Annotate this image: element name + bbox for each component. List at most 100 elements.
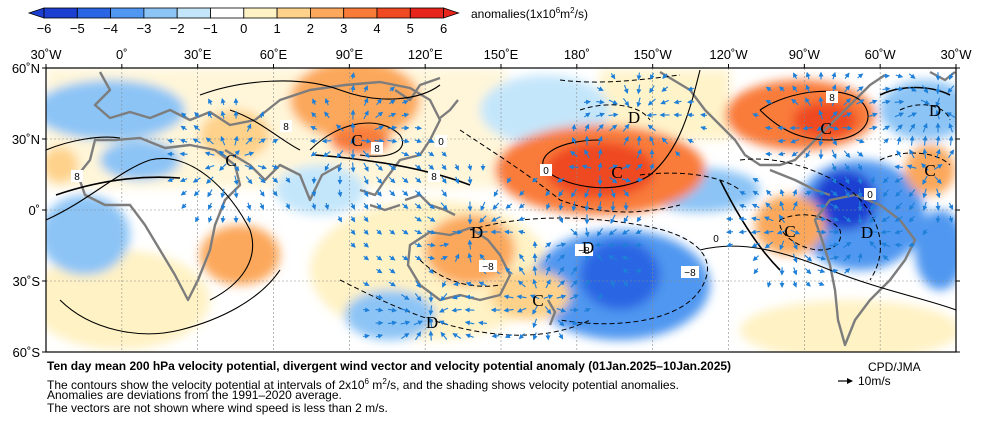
wind-vector	[350, 122, 356, 133]
wind-vector	[570, 279, 578, 288]
wind-vector	[441, 189, 447, 198]
wind-vector	[596, 227, 603, 237]
wind-vector	[608, 112, 619, 118]
wind-vector	[869, 99, 878, 105]
wind-vector	[414, 216, 422, 222]
wind-vector	[414, 125, 423, 131]
wind-vector	[192, 177, 201, 183]
wind-vector	[478, 281, 487, 287]
wind-vector	[414, 164, 422, 170]
wind-vector	[363, 216, 369, 223]
wind-vector	[649, 163, 655, 171]
wind-vector	[802, 125, 813, 131]
wind-vector	[350, 162, 356, 173]
wind-vector	[647, 98, 656, 106]
divergence-center-label: D	[582, 238, 594, 257]
wind-vector	[610, 73, 616, 80]
wind-vector	[363, 202, 369, 210]
wind-vector	[322, 151, 331, 157]
wind-vector	[414, 203, 422, 209]
wind-vector	[220, 98, 226, 106]
contour-label-box	[280, 120, 292, 132]
wind-vector	[869, 240, 877, 249]
colorbar-cell	[76, 7, 112, 19]
wind-vector	[738, 203, 747, 209]
colorbar-cell	[276, 7, 311, 19]
wind-vector	[882, 255, 889, 261]
wind-vector	[207, 189, 213, 198]
wind-vector	[285, 203, 290, 210]
wind-vector	[519, 190, 525, 196]
wind-vector	[478, 320, 487, 326]
wind-vector	[726, 229, 734, 235]
wind-vector	[440, 293, 448, 302]
colorbar-cell	[409, 7, 444, 19]
wind-vector	[558, 202, 564, 211]
wind-vector	[922, 148, 928, 159]
wind-vector	[635, 163, 643, 170]
wind-vector	[401, 112, 410, 118]
wind-vector	[181, 112, 187, 118]
wind-vector	[792, 280, 797, 288]
wind-vector	[856, 86, 864, 92]
wind-vector	[779, 240, 785, 251]
contour-label-box	[681, 266, 699, 278]
wind-vector	[454, 163, 459, 171]
wind-vector	[220, 215, 226, 224]
wind-vector	[609, 176, 618, 184]
wind-vector	[947, 85, 955, 94]
wind-vector	[673, 99, 682, 105]
wind-vector	[818, 136, 824, 147]
wind-vector	[493, 189, 499, 197]
longitude-label: 150˚E	[484, 47, 519, 62]
wind-vector	[817, 190, 826, 196]
wind-vector	[571, 124, 577, 132]
wind-vector	[584, 279, 590, 289]
wind-vector	[583, 112, 591, 118]
wind-vector	[935, 215, 941, 224]
colorbar-tick-label: 4	[373, 21, 380, 36]
wind-vector	[414, 242, 423, 248]
wind-vector	[621, 177, 632, 183]
wind-vector	[568, 164, 579, 170]
latitude-label: 60˚S	[13, 345, 41, 360]
wind-vector	[361, 138, 372, 144]
wind-vector	[882, 125, 891, 131]
wind-vector	[751, 242, 760, 248]
wind-vector	[763, 216, 774, 222]
wind-vector	[545, 203, 551, 210]
wind-vector	[804, 190, 812, 196]
wind-vector	[363, 175, 369, 185]
wind-vector	[204, 151, 215, 157]
wind-vector	[387, 138, 398, 144]
wind-vector	[414, 255, 422, 261]
contour-label-box	[71, 170, 83, 182]
wind-vector	[857, 176, 863, 185]
wind-vector	[636, 84, 642, 95]
wind-vector	[583, 99, 591, 105]
wind-vector	[479, 215, 487, 224]
contour-label-box	[575, 244, 593, 256]
colorbar-tick-label: 0	[240, 21, 247, 36]
wind-vector	[310, 151, 317, 157]
divergence-center-label: D	[426, 313, 438, 332]
contour-label-box	[371, 142, 383, 154]
wind-vector	[882, 177, 889, 184]
latitude-label: 0˚	[28, 203, 40, 218]
colorbar-units-label: anomalies(1x106m2/s)	[471, 6, 588, 21]
convergence-center-label: C	[820, 119, 831, 138]
wind-vector	[791, 98, 799, 106]
wind-vector	[935, 84, 941, 95]
wind-vector	[597, 148, 603, 159]
wind-vector	[545, 242, 552, 248]
wind-vector	[491, 333, 500, 339]
wind-vector	[763, 229, 774, 235]
wind-vector	[829, 125, 840, 131]
wind-vector	[880, 229, 891, 235]
wind-vector	[206, 176, 214, 184]
wind-vector	[687, 86, 694, 92]
wind-vector	[389, 86, 395, 92]
wind-vector	[881, 216, 891, 223]
wind-vector	[415, 177, 422, 183]
wind-vector	[635, 269, 642, 274]
